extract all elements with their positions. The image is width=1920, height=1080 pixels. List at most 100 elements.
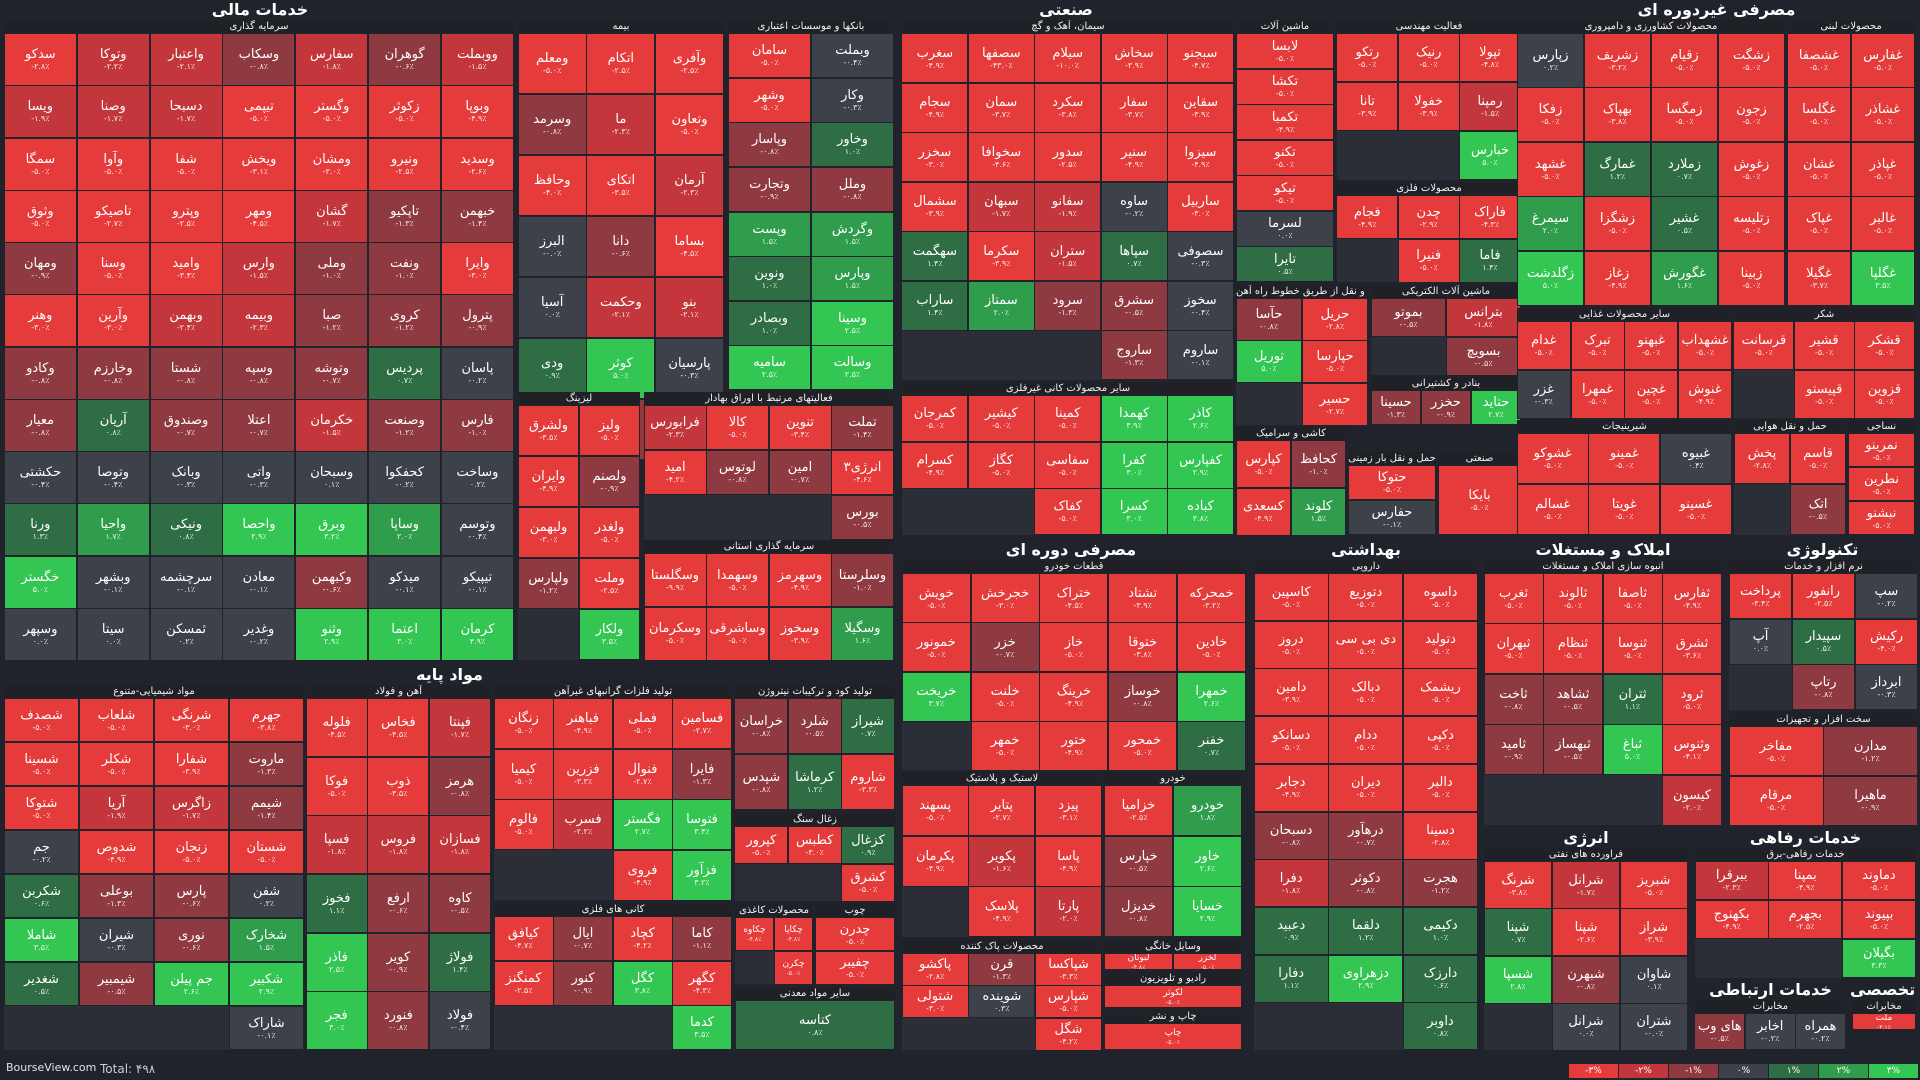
stock-tile[interactable]: ثاصفا -۵.۰٪: [1602, 573, 1663, 624]
stock-tile[interactable]: کچاد -۴.۲٪: [612, 916, 673, 961]
stock-tile[interactable]: وبوپا -۴.۹٪: [441, 85, 514, 139]
stock-tile[interactable]: زغوش -۵.۰٪: [1718, 141, 1785, 197]
stock-tile[interactable]: زشریف -۳.۲٪: [1584, 33, 1651, 88]
stock-tile[interactable]: بمپنا -۴.۹٪: [1768, 861, 1843, 900]
stock-tile[interactable]: بورس -۰.۵٪: [831, 495, 894, 540]
stock-tile[interactable]: آریا -۱.۹٪: [79, 786, 154, 830]
stock-tile[interactable]: معادن -۰.۱٪: [222, 555, 296, 609]
stock-tile[interactable]: لخزر -۵.۰٪: [1173, 953, 1242, 970]
stock-tile[interactable]: فجر ۳.۰٪: [305, 991, 368, 1051]
stock-tile[interactable]: شکربن ۰.۶٪: [4, 874, 79, 918]
stock-tile[interactable]: وسخوز -۳.۹٪: [768, 606, 832, 661]
stock-tile[interactable]: دجابر -۴.۹٪: [1253, 763, 1329, 812]
stock-tile[interactable]: داوبر ۰.۸٪: [1403, 1002, 1478, 1051]
stock-tile[interactable]: وملت -۲.۵٪: [579, 558, 640, 609]
stock-tile[interactable]: فروی -۴.۹٪: [612, 849, 673, 901]
stock-tile[interactable]: خاور ۲.۶٪: [1173, 835, 1242, 887]
stock-tile[interactable]: بگیلان ۳.۳٪: [1842, 939, 1916, 978]
stock-tile[interactable]: خسایا ۲.۹٪: [1173, 886, 1242, 938]
stock-tile[interactable]: ثبهران -۵.۰٪: [1483, 623, 1544, 675]
stock-tile[interactable]: شتوکا -۵.۰٪: [4, 786, 79, 830]
stock-tile[interactable]: غدام -۵.۰٪: [1516, 321, 1571, 370]
stock-tile[interactable]: شغدیر ۰.۵٪: [4, 962, 79, 1006]
stock-tile[interactable]: حتاید ۲.۷٪: [1471, 390, 1521, 425]
stock-tile[interactable]: جم -۰.۲٪: [4, 830, 79, 874]
stock-tile[interactable]: غشصفا -۵.۰٪: [1787, 33, 1851, 88]
stock-tile[interactable]: خزامیا -۲.۵٪: [1104, 785, 1173, 836]
stock-tile[interactable]: حسیر -۲.۷٪: [1302, 382, 1368, 426]
stock-tile[interactable]: شبریز -۵.۰٪: [1620, 861, 1688, 909]
stock-tile[interactable]: سمتاز ۲.۰٪: [967, 280, 1035, 331]
stock-tile[interactable]: ثمسکن ۰.۲٪: [149, 607, 223, 661]
stock-tile[interactable]: وثنو ۲.۹٪: [295, 607, 369, 661]
stock-tile[interactable]: غنوش -۴.۹٪: [1678, 369, 1732, 419]
stock-tile[interactable]: رمپنا -۱.۵٪: [1459, 82, 1521, 131]
stock-tile[interactable]: کویر -۰.۹٪: [367, 932, 430, 992]
stock-tile[interactable]: البرز -۰.۰٪: [517, 216, 587, 277]
stock-tile[interactable]: سصوفی -۰.۳٪: [1167, 231, 1234, 282]
stock-tile[interactable]: فوکا -۵.۰٪: [305, 756, 368, 816]
stock-tile[interactable]: شراز -۳.۹٪: [1620, 908, 1688, 957]
stock-tile[interactable]: پیزد -۳.۱٪: [1035, 785, 1102, 836]
stock-tile[interactable]: سمان -۳.۷٪: [967, 82, 1035, 133]
stock-tile[interactable]: کاوه -۰.۵٪: [429, 874, 491, 933]
stock-tile[interactable]: دکوثر -۰.۸٪: [1328, 859, 1404, 908]
stock-tile[interactable]: بساما -۴.۵٪: [655, 216, 724, 277]
stock-tile[interactable]: سپیدار ۰.۵٪: [1792, 618, 1855, 665]
stock-tile[interactable]: وسپهر ۰.۰٪: [3, 607, 77, 661]
stock-tile[interactable]: فاما ۱.۴٪: [1459, 238, 1521, 283]
stock-tile[interactable]: سیلام -۱۰.۰٪: [1034, 33, 1102, 83]
stock-tile[interactable]: زجون -۵.۰٪: [1718, 87, 1785, 143]
stock-tile[interactable]: خرینگ -۴.۹٪: [1039, 671, 1109, 722]
stock-tile[interactable]: شوینده ۰.۳٪: [968, 985, 1036, 1019]
stock-tile[interactable]: وحافظ -۴.۰٪: [517, 155, 587, 216]
stock-tile[interactable]: زکوثر -۵.۰٪: [368, 85, 442, 139]
stock-tile[interactable]: سبهان -۱.۷٪: [967, 181, 1035, 232]
stock-tile[interactable]: فلوله -۴.۵٪: [305, 698, 368, 757]
stock-tile[interactable]: سبجنو -۴.۷٪: [1167, 33, 1234, 83]
stock-tile[interactable]: دعبید ۰.۹٪: [1253, 906, 1329, 955]
stock-tile[interactable]: فگستر ۲.۷٪: [612, 799, 673, 850]
stock-tile[interactable]: تیپیکو -۰.۱٪: [441, 555, 514, 609]
stock-tile[interactable]: وسلرستا -۱.۰٪: [831, 553, 894, 607]
stock-tile[interactable]: قزوین -۵.۰٪: [1854, 369, 1915, 419]
stock-tile[interactable]: رتاپ -۰.۸٪: [1792, 664, 1855, 711]
stock-tile[interactable]: فباهنر -۴.۹٪: [553, 698, 613, 749]
stock-tile[interactable]: چدن -۲.۹٪: [1397, 195, 1460, 239]
stock-tile[interactable]: دارزک ۰.۶٪: [1403, 954, 1478, 1003]
stock-tile[interactable]: آپ ۰.۰٪: [1729, 618, 1792, 665]
stock-tile[interactable]: پاسان -۰.۲٪: [441, 346, 514, 400]
stock-tile[interactable]: ومشان -۳.۰٪: [295, 137, 369, 191]
stock-tile[interactable]: کتاسه ۰.۸٪: [735, 1000, 895, 1050]
stock-tile[interactable]: ثالوند -۵.۰٪: [1543, 573, 1603, 624]
stock-tile[interactable]: ابرداز -۰.۳٪: [1855, 664, 1918, 711]
stock-tile[interactable]: ومعلم -۵.۰٪: [517, 33, 587, 94]
stock-tile[interactable]: ختور -۴.۹٪: [1039, 720, 1109, 771]
stock-tile[interactable]: وسپه -۰.۸٪: [222, 346, 296, 400]
stock-tile[interactable]: تبرک -۵.۰٪: [1570, 321, 1625, 370]
stock-tile[interactable]: پسهند -۵.۰٪: [901, 785, 969, 836]
stock-tile[interactable]: فزرین -۳.۳٪: [553, 748, 613, 800]
stock-tile[interactable]: بترانس -۱.۸٪: [1446, 298, 1521, 337]
stock-tile[interactable]: پردیس ۰.۷٪: [368, 346, 442, 400]
stock-tile[interactable]: وهنر -۳.۰٪: [3, 294, 77, 348]
stock-tile[interactable]: شیمم -۱.۴٪: [229, 786, 304, 830]
stock-tile[interactable]: ساربیل -۳.۰٪: [1167, 181, 1234, 232]
stock-tile[interactable]: وبیمه -۲.۳٪: [222, 294, 296, 348]
stock-tile[interactable]: خگستر ۵.۰٪: [3, 555, 77, 609]
stock-tile[interactable]: واحیا ۱.۷٪: [76, 503, 150, 557]
stock-tile[interactable]: سقاین -۳.۹٪: [1167, 82, 1234, 133]
stock-tile[interactable]: کفرا ۳.۰٪: [1100, 441, 1168, 489]
stock-tile[interactable]: زبینا -۵.۰٪: [1718, 250, 1785, 306]
stock-tile[interactable]: وسنا -۵.۰٪: [76, 242, 150, 295]
stock-tile[interactable]: ثشاهد -۰.۵٪: [1543, 673, 1603, 725]
stock-tile[interactable]: ولیز -۵.۰٪: [579, 405, 640, 456]
stock-tile[interactable]: چفیبر -۵.۰٪: [815, 950, 895, 985]
stock-tile[interactable]: ختوقا -۳.۸٪: [1108, 622, 1178, 673]
stock-tile[interactable]: کگهر -۴.۳٪: [672, 960, 732, 1006]
stock-tile[interactable]: ویخش -۳.۱٪: [222, 137, 296, 191]
stock-tile[interactable]: لسرما ۰.۰٪: [1236, 210, 1334, 247]
stock-tile[interactable]: پاسا -۴.۹٪: [1035, 835, 1102, 887]
stock-tile[interactable]: سشمال -۳.۹٪: [901, 181, 969, 232]
stock-tile[interactable]: ثباغ ۵.۰٪: [1602, 724, 1663, 776]
